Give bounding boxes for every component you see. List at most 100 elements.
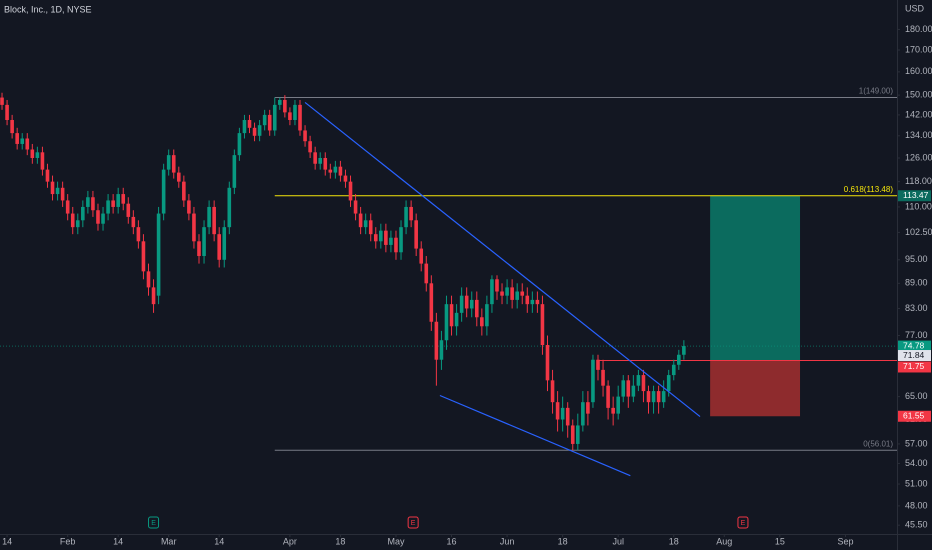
x-tick-label: Sep — [837, 536, 853, 546]
fib-label: 1(149.00) — [859, 87, 894, 96]
x-tick-label: 18 — [335, 536, 345, 546]
price-label: 71.75 — [903, 361, 925, 371]
candle-body — [379, 230, 383, 242]
event-marker — [148, 516, 160, 529]
candle-body — [363, 220, 368, 228]
candle-body — [353, 200, 358, 214]
event-label: E — [411, 520, 416, 527]
event-marker — [737, 516, 749, 529]
candle-body — [121, 194, 126, 204]
candle-body — [101, 213, 105, 224]
candle-body — [30, 149, 35, 158]
candle-body — [525, 295, 530, 305]
candle-body — [545, 345, 550, 381]
candle-body — [439, 340, 444, 360]
candle-body — [651, 391, 656, 403]
candle-body — [60, 187, 65, 201]
candle-body — [252, 127, 257, 136]
candle-body — [75, 220, 80, 228]
candle-body — [55, 187, 60, 195]
candle-body — [601, 369, 605, 386]
candle-body — [384, 230, 388, 245]
candle-body — [368, 220, 373, 235]
candle-body — [257, 125, 262, 136]
candle-body — [480, 317, 484, 327]
candle-body — [474, 299, 479, 318]
candle-body — [151, 287, 156, 305]
candle-body — [510, 287, 514, 300]
candle-body — [141, 241, 146, 272]
candle-body — [343, 175, 348, 182]
candle-body — [131, 216, 136, 228]
price-label: 113.47 — [903, 190, 929, 200]
x-tick-label: Mar — [161, 536, 177, 546]
candle-body — [570, 425, 575, 444]
candle-body — [621, 380, 626, 397]
candle-body — [217, 234, 221, 260]
candle-body — [515, 291, 519, 300]
candle-body — [333, 166, 338, 173]
y-tick-label: 89.00 — [905, 278, 928, 288]
candle-body — [661, 391, 666, 403]
candle-body — [646, 391, 651, 403]
candle-body — [616, 396, 621, 414]
price-label-box — [898, 340, 931, 352]
candle-body — [399, 227, 403, 253]
candle-body — [222, 227, 227, 260]
candle-body — [429, 283, 434, 322]
candle-body — [283, 99, 287, 113]
candle-body — [520, 291, 525, 296]
candle-body — [91, 197, 95, 211]
fib-label: 0.618(113.48) — [844, 185, 894, 194]
x-tick-label: Apr — [283, 536, 297, 546]
candle-body — [606, 385, 610, 408]
candle-body — [530, 299, 535, 305]
candle-body — [272, 104, 277, 131]
candle-body — [626, 380, 631, 397]
plot: 1(149.00) 0.618(113.48) 0(56.01) — [0, 87, 897, 477]
y-tick-label: 160.00 — [905, 66, 932, 76]
y-tick-label: 118.00 — [905, 176, 932, 186]
candle-body — [116, 194, 120, 207]
candle-body — [323, 157, 328, 170]
candle-body — [338, 166, 343, 176]
candle-body — [596, 359, 600, 370]
price-label-box — [898, 350, 931, 362]
candle-body — [0, 97, 4, 105]
y-tick-label: 54.00 — [905, 458, 928, 468]
candle-body — [50, 181, 55, 195]
candle-body — [262, 114, 267, 126]
y-tick-label: 142.00 — [905, 109, 932, 119]
candle-body — [207, 206, 211, 228]
x-tick-label: 14 — [113, 536, 123, 546]
candle-body — [490, 279, 494, 305]
x-tick-label: 14 — [214, 536, 224, 546]
x-tick-label: 14 — [2, 536, 12, 546]
candle-body — [247, 120, 252, 128]
y-tick-label: 95.00 — [905, 254, 928, 264]
candle-body — [242, 120, 247, 134]
candle-body — [70, 213, 75, 228]
x-tick-label: May — [387, 536, 405, 546]
x-tick-label: 18 — [669, 536, 679, 546]
candle-body — [677, 354, 681, 365]
x-tick-label: Feb — [60, 536, 76, 546]
candle-body — [611, 407, 615, 414]
candle-body — [96, 210, 100, 224]
candle-body — [505, 287, 509, 296]
candle-body — [166, 155, 171, 170]
price-label-box — [898, 361, 931, 373]
candle-body — [126, 203, 131, 217]
candle-body — [409, 206, 413, 221]
price-label: 71.84 — [903, 350, 925, 360]
y-tick-label: 48.00 — [905, 500, 928, 510]
candle-body — [540, 304, 545, 346]
candle-body — [25, 138, 30, 150]
y-tick-label: 45.50 — [905, 520, 928, 530]
candle-body — [5, 104, 9, 121]
candle-body — [20, 138, 25, 144]
y-tick-label: 150.00 — [905, 90, 932, 100]
x-tick-label: 16 — [447, 536, 457, 546]
candle-body — [454, 312, 459, 327]
